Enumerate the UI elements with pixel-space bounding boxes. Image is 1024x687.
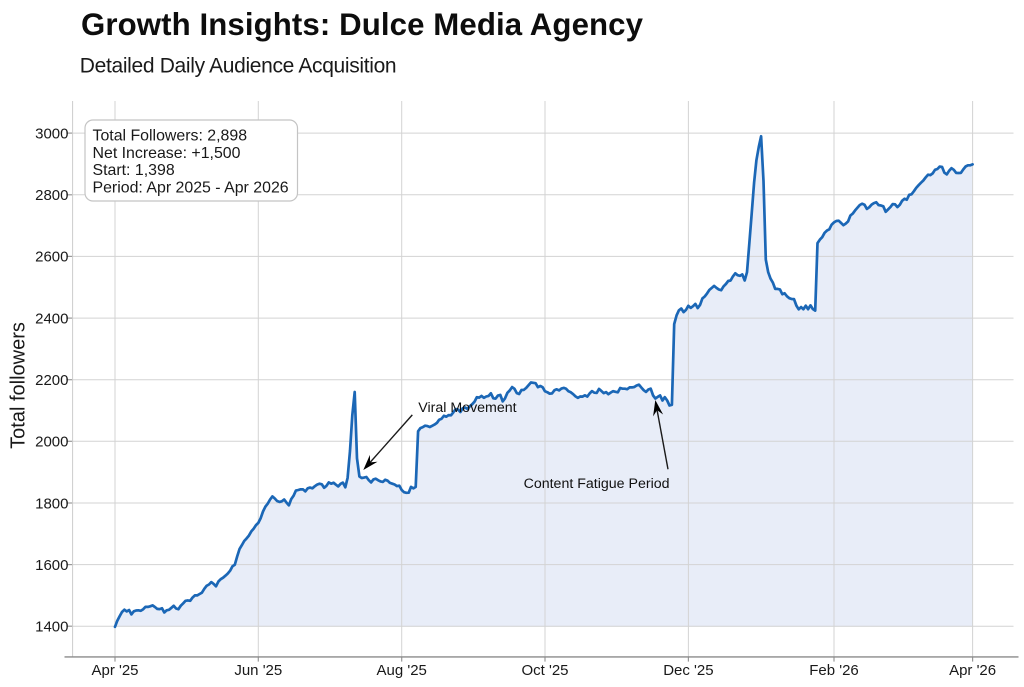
svg-text:2000: 2000 <box>35 434 68 451</box>
svg-text:Aug '25: Aug '25 <box>376 662 426 679</box>
svg-text:Jun '25: Jun '25 <box>234 662 282 679</box>
svg-text:Detailed Daily Audience Acquis: Detailed Daily Audience Acquisition <box>80 55 396 78</box>
svg-text:Net Increase: +1,500: Net Increase: +1,500 <box>93 145 241 162</box>
svg-text:Total followers: Total followers <box>8 322 30 449</box>
svg-text:Apr '26: Apr '26 <box>949 662 996 679</box>
svg-text:2400: 2400 <box>35 310 68 327</box>
svg-text:3000: 3000 <box>35 125 68 142</box>
svg-text:Content Fatigue Period: Content Fatigue Period <box>524 476 670 492</box>
svg-text:Total Followers: 2,898: Total Followers: 2,898 <box>93 128 248 145</box>
svg-text:Period: Apr 2025 - Apr 2026: Period: Apr 2025 - Apr 2026 <box>93 180 289 197</box>
svg-text:1400: 1400 <box>35 619 68 636</box>
svg-text:2800: 2800 <box>35 187 68 204</box>
svg-text:Start: 1,398: Start: 1,398 <box>93 162 175 179</box>
svg-text:Viral Movement: Viral Movement <box>418 400 516 416</box>
svg-text:2200: 2200 <box>35 372 68 389</box>
svg-text:Growth Insights: Dulce Media A: Growth Insights: Dulce Media Agency <box>81 7 644 42</box>
svg-text:Apr '25: Apr '25 <box>91 662 138 679</box>
svg-text:1600: 1600 <box>35 557 68 574</box>
svg-text:1800: 1800 <box>35 495 68 512</box>
svg-text:Dec '25: Dec '25 <box>663 662 713 679</box>
svg-text:2600: 2600 <box>35 249 68 266</box>
svg-text:Feb '26: Feb '26 <box>809 662 859 679</box>
svg-text:Oct '25: Oct '25 <box>521 662 568 679</box>
